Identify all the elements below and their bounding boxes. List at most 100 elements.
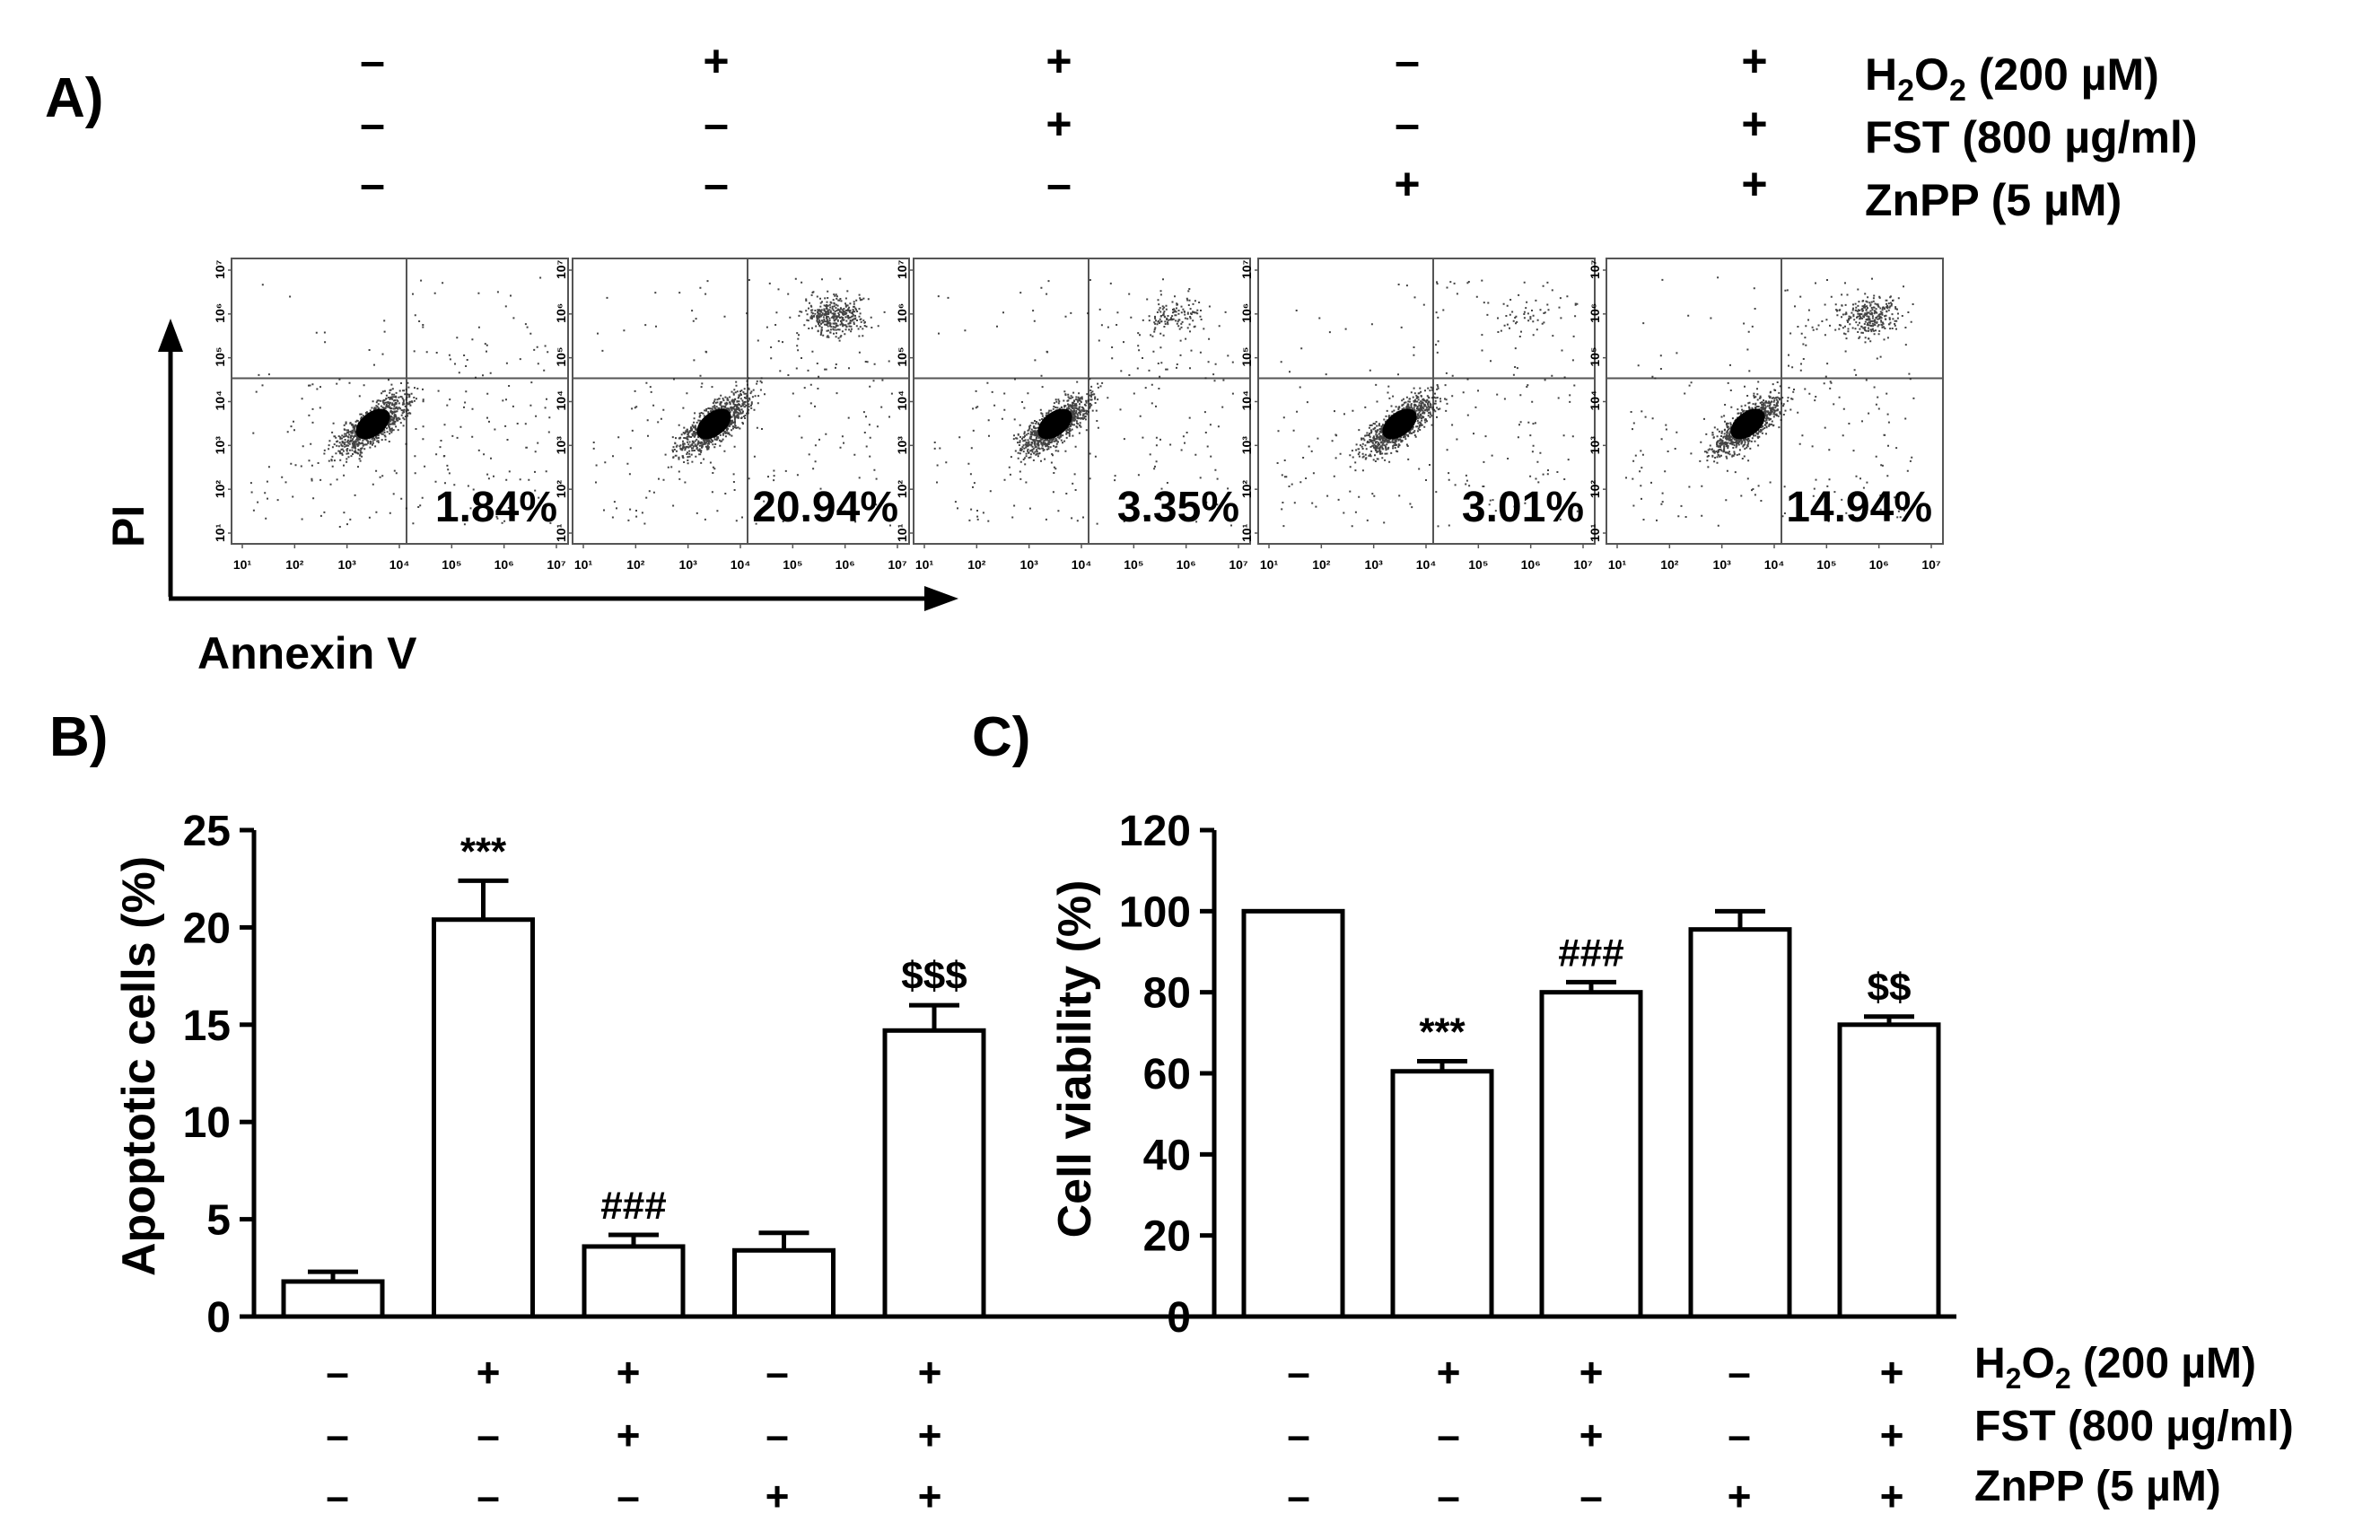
y-tick-label: 80 (1143, 970, 1191, 1018)
flow-x-tick-label: 10⁴ (1072, 557, 1092, 572)
panel-a-h2o2-label: H2O2 (200 µM) (1865, 49, 2159, 108)
significance-label-3: ### (1558, 931, 1623, 975)
flow-x-tick-label: 10¹ (1260, 557, 1279, 572)
flow-x-tick-label: 10² (967, 557, 986, 572)
flow-percentage-5: 14.94% (1786, 484, 1932, 531)
chart-c-sign-r1-c2: + (1437, 1349, 1461, 1396)
bar-5 (882, 1028, 986, 1319)
chart-c-sign-r3-c5: + (1880, 1473, 1904, 1519)
flow-events (1625, 276, 1915, 527)
flow-y-tick-label: 10¹ (1239, 523, 1254, 542)
flow-y-tick-label: 10² (895, 480, 909, 499)
flow-x-tick-label: 10³ (1365, 557, 1384, 572)
panel-a-sign-r2-c3: + (1046, 99, 1072, 149)
bar-1 (1241, 908, 1345, 1319)
flow-x-tick-label: 10⁴ (389, 557, 410, 572)
panel-a-sign-r1-c5: + (1741, 36, 1767, 86)
chart-b-ylabel: Apoptotic cells (%) (113, 856, 165, 1276)
flow-dense-core (1382, 408, 1417, 440)
flow-y-tick-label: 10⁷ (1588, 259, 1602, 279)
chart-b-treatment-signs: – + + – + – – + – + – – – + + (326, 1349, 941, 1519)
panel-a-sign-r2-c1: – (360, 99, 385, 149)
flow-x-tick-label: 10⁵ (783, 557, 802, 572)
flow-y-tick-label: 10⁴ (213, 390, 227, 411)
flow-y-tick-label: 10⁴ (554, 390, 568, 411)
chart-c-sign-r2-c4: – (1728, 1412, 1751, 1458)
panel-label-c: C) (972, 706, 1030, 768)
chart-b-sign-r3-c1: – (326, 1473, 349, 1519)
flow-x-tick-label: 10⁵ (1816, 557, 1836, 572)
flow-y-tick-label: 10³ (1588, 436, 1602, 455)
flow-x-tick-label: 10¹ (1608, 557, 1627, 572)
chart-c-ylabel: Cell viability (%) (1049, 880, 1101, 1238)
flow-x-tick-label: 10⁶ (1177, 557, 1196, 572)
flow-percentage-3: 3.35% (1117, 484, 1239, 531)
bar-1 (281, 1279, 385, 1319)
chart-b-sign-r2-c1: – (326, 1412, 349, 1458)
significance-label-2: *** (460, 829, 507, 873)
bar-2 (1390, 1069, 1494, 1319)
panel-a-treatment-signs: – + + – + – – + – + – – – + + (360, 36, 1768, 209)
flow-plot-4: 10¹ 10² 10³ 10⁴ 10⁵ 10⁶ 10⁷ 10¹ 10² 10³ 10⁴ 10⁵ 10⁶ 1… (1239, 258, 1596, 572)
y-tick-label: 120 (1119, 808, 1191, 855)
flow-y-tick-label: 10⁴ (895, 390, 909, 411)
panel-label-a: A) (45, 67, 103, 129)
panel-a-sign-r1-c3: + (1046, 36, 1072, 86)
panel-a-sign-r1-c4: – (1395, 36, 1420, 86)
chart-c-sign-r2-c3: + (1579, 1412, 1604, 1458)
flow-y-tick-label: 10³ (1239, 436, 1254, 455)
panel-a-sign-r3-c4: + (1394, 159, 1420, 209)
flow-dot-cloud (1625, 276, 1915, 527)
chart-b-sign-r1-c4: – (766, 1349, 789, 1396)
flow-y-tick-label: 10⁴ (1588, 390, 1602, 411)
annexin-axis-arrowhead (924, 586, 958, 611)
flow-x-tick-label: 10⁶ (494, 557, 514, 572)
flow-y-tick-label: 10¹ (1588, 523, 1602, 542)
flow-x-tick-label: 10³ (338, 557, 357, 572)
flow-y-tick-label: 10⁷ (1239, 259, 1254, 279)
flow-x-tick-label: 10¹ (574, 557, 593, 572)
flow-x-tick-label: 10⁶ (1869, 557, 1889, 572)
flow-dot-cloud (592, 277, 893, 527)
flow-plot-5: 10¹ 10² 10³ 10⁴ 10⁵ 10⁶ 10⁷ 10¹ 10² 10³ 10⁴ 10⁵ 10⁶ 1… (1588, 258, 1944, 572)
bar-4 (732, 1247, 836, 1319)
chart-c-sign-r1-c4: – (1728, 1349, 1751, 1396)
flow-dense-core (1730, 408, 1765, 440)
pi-axis-label: PI (103, 505, 153, 547)
chart-c-sign-r1-c3: + (1579, 1349, 1604, 1396)
flow-plots: 10¹ 10² 10³ 10⁴ 10⁵ 10⁶ 10⁷ 10¹ 10² 10³ 10⁴ 10⁵ 10⁶ 1… (213, 258, 1944, 572)
y-tick-label: 0 (206, 1294, 231, 1342)
chart-c-sign-r3-c3: – (1579, 1473, 1603, 1519)
flow-x-tick-label: 10⁵ (1468, 557, 1488, 572)
y-tick-label: 60 (1143, 1051, 1191, 1098)
panel-a-sign-r2-c2: – (704, 99, 729, 149)
flow-x-tick-label: 10⁵ (442, 557, 461, 572)
panel-a-znpp-label: ZnPP (5 µM) (1865, 175, 2122, 225)
significance-label-5: $$$ (901, 954, 967, 998)
flow-y-tick-label: 10² (1588, 480, 1602, 499)
flow-plot-frame (913, 258, 1251, 545)
flow-y-tick-label: 10² (554, 480, 568, 499)
panel-a-sign-r1-c1: – (360, 36, 385, 86)
panel-a-sign-r1-c2: + (703, 36, 729, 86)
chart-c-sign-r1-c5: + (1880, 1349, 1904, 1396)
chart-b-sign-r2-c2: – (477, 1412, 500, 1458)
flow-x-tick-label: 10² (626, 557, 645, 572)
bar-3 (1539, 990, 1643, 1319)
chart-c-sign-r2-c1: – (1287, 1412, 1310, 1458)
flow-y-tick-label: 10⁵ (1239, 347, 1254, 367)
flow-y-tick-label: 10⁷ (554, 259, 568, 279)
significance-label-3: ### (600, 1184, 666, 1228)
chart-c-sign-r3-c1: – (1287, 1473, 1310, 1519)
chart-b: 0 5 10 15 20 25 *** ### $$$ (183, 808, 1342, 1342)
flow-x-tick-label: 10⁴ (1764, 557, 1785, 572)
flow-plot-frame (231, 258, 569, 545)
significance-label-2: *** (1419, 1010, 1466, 1054)
chart-b-sign-r2-c4: – (766, 1412, 789, 1458)
flow-x-tick-label: 10⁷ (1573, 557, 1593, 572)
panel-a-sign-r3-c1: – (360, 159, 385, 209)
flow-x-tick-label: 10⁵ (1124, 557, 1143, 572)
flow-x-tick-label: 10⁷ (1921, 557, 1941, 572)
flow-percentage-4: 3.01% (1462, 484, 1584, 531)
flow-y-tick-label: 10⁷ (895, 259, 909, 279)
